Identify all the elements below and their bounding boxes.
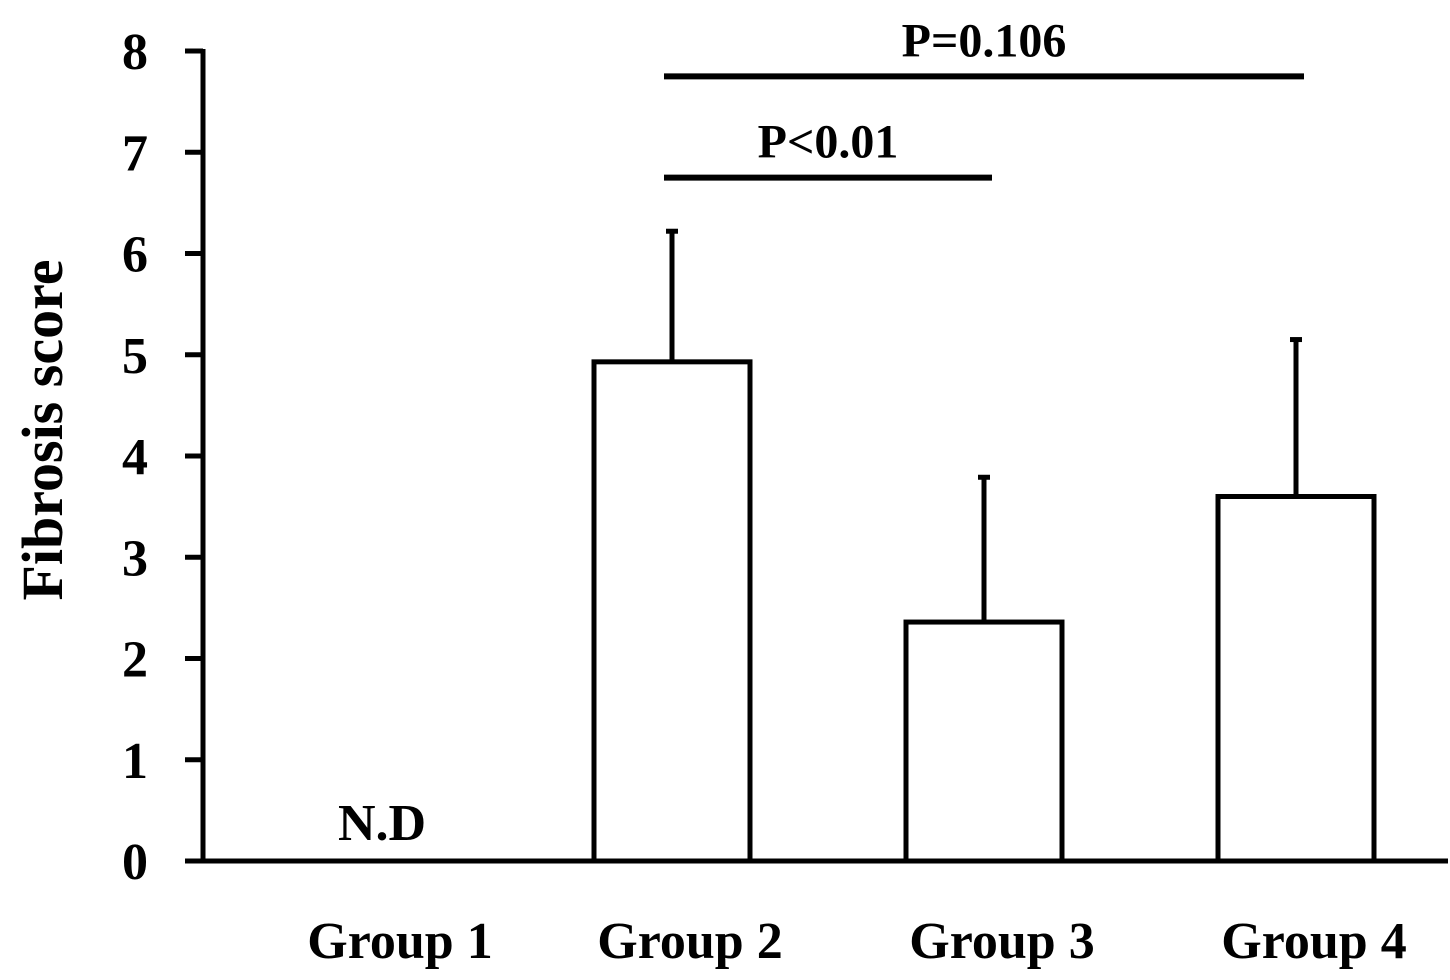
bars <box>591 359 1377 864</box>
bar-group-3 <box>903 619 1065 864</box>
axes: 0 1 2 3 4 5 6 7 8 <box>122 24 1448 891</box>
y-tick-label: 8 <box>122 24 148 81</box>
labels: N.D Group 1 Group 2 Group 3 Group 4 <box>307 795 1406 970</box>
significance-label: P<0.01 <box>758 116 899 169</box>
not-detected-label: N.D <box>338 795 426 852</box>
category-label: Group 1 <box>307 913 492 970</box>
y-tick-label: 2 <box>122 632 148 689</box>
error-bars <box>666 228 1302 623</box>
significance-label: P=0.106 <box>902 14 1067 67</box>
y-tick-label: 3 <box>122 530 148 587</box>
category-label: Group 3 <box>909 913 1094 970</box>
y-axis-title: Fibrosis score <box>10 259 75 600</box>
category-label: Group 2 <box>597 913 782 970</box>
category-label: Group 4 <box>1221 913 1406 970</box>
bar-group-4 <box>1215 494 1377 864</box>
y-tick-label: 4 <box>122 429 148 486</box>
y-tick-label: 6 <box>122 227 148 284</box>
significance-annotations: P<0.01P=0.106 <box>664 14 1304 181</box>
y-tick-label: 7 <box>122 125 148 182</box>
y-tick-label: 0 <box>122 834 148 891</box>
y-tick-label: 1 <box>122 733 148 790</box>
y-tick-label: 5 <box>122 328 148 385</box>
bar-group-2 <box>591 359 753 864</box>
